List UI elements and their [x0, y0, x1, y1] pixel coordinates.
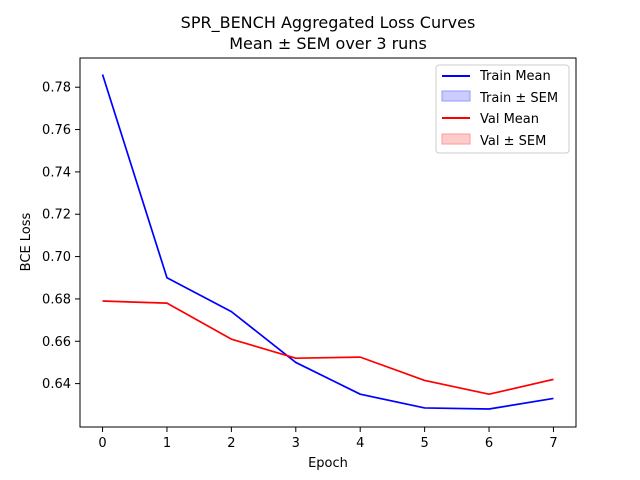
x-tick-label: 7: [549, 436, 557, 451]
y-tick-label: 0.68: [42, 292, 71, 307]
legend: Train Mean Train ± SEM Val Mean Val ± SE…: [435, 64, 570, 154]
series-lines: [101, 74, 554, 410]
x-tick-label: 6: [485, 436, 493, 451]
y-axis-ticks: 0.64 0.66 0.68 0.70 0.72 0.74 0.76 0.78: [42, 81, 80, 392]
y-tick-label: 0.66: [42, 335, 71, 350]
chart-title: SPR_BENCH Aggregated Loss Curves: [181, 13, 476, 33]
legend-label-val-mean: Val Mean: [480, 112, 539, 127]
y-tick-label: 0.74: [42, 165, 71, 180]
series-line-0: [101, 74, 554, 410]
legend-box: [435, 64, 570, 154]
chart-subtitle: Mean ± SEM over 3 runs: [229, 34, 427, 53]
series-line-1: [102, 300, 554, 396]
x-tick-label: 3: [292, 436, 300, 451]
y-tick-label: 0.78: [42, 81, 71, 96]
y-tick-label: 0.64: [42, 377, 71, 392]
legend-label-train-mean: Train Mean: [479, 69, 551, 84]
x-tick-label: 4: [356, 436, 364, 451]
legend-label-train-sem: Train ± SEM: [479, 91, 558, 106]
plot-frame: [79, 57, 577, 428]
x-axis-label: Epoch: [308, 456, 348, 471]
x-axis-ticks: 0 1 2 3 4 5 6 7: [98, 427, 558, 451]
y-tick-label: 0.72: [42, 208, 71, 223]
y-axis-label: BCE Loss: [19, 212, 34, 271]
legend-swatch-val-sem: [441, 133, 471, 145]
x-tick-label: 1: [163, 436, 171, 451]
y-tick-label: 0.70: [42, 250, 71, 265]
x-tick-label: 0: [98, 436, 106, 451]
x-tick-label: 5: [420, 436, 428, 451]
legend-label-val-sem: Val ± SEM: [480, 134, 546, 149]
legend-swatch-train-sem: [441, 90, 471, 102]
y-tick-label: 0.76: [42, 123, 71, 138]
x-tick-label: 2: [227, 436, 235, 451]
sem-band-1: [102, 301, 554, 395]
